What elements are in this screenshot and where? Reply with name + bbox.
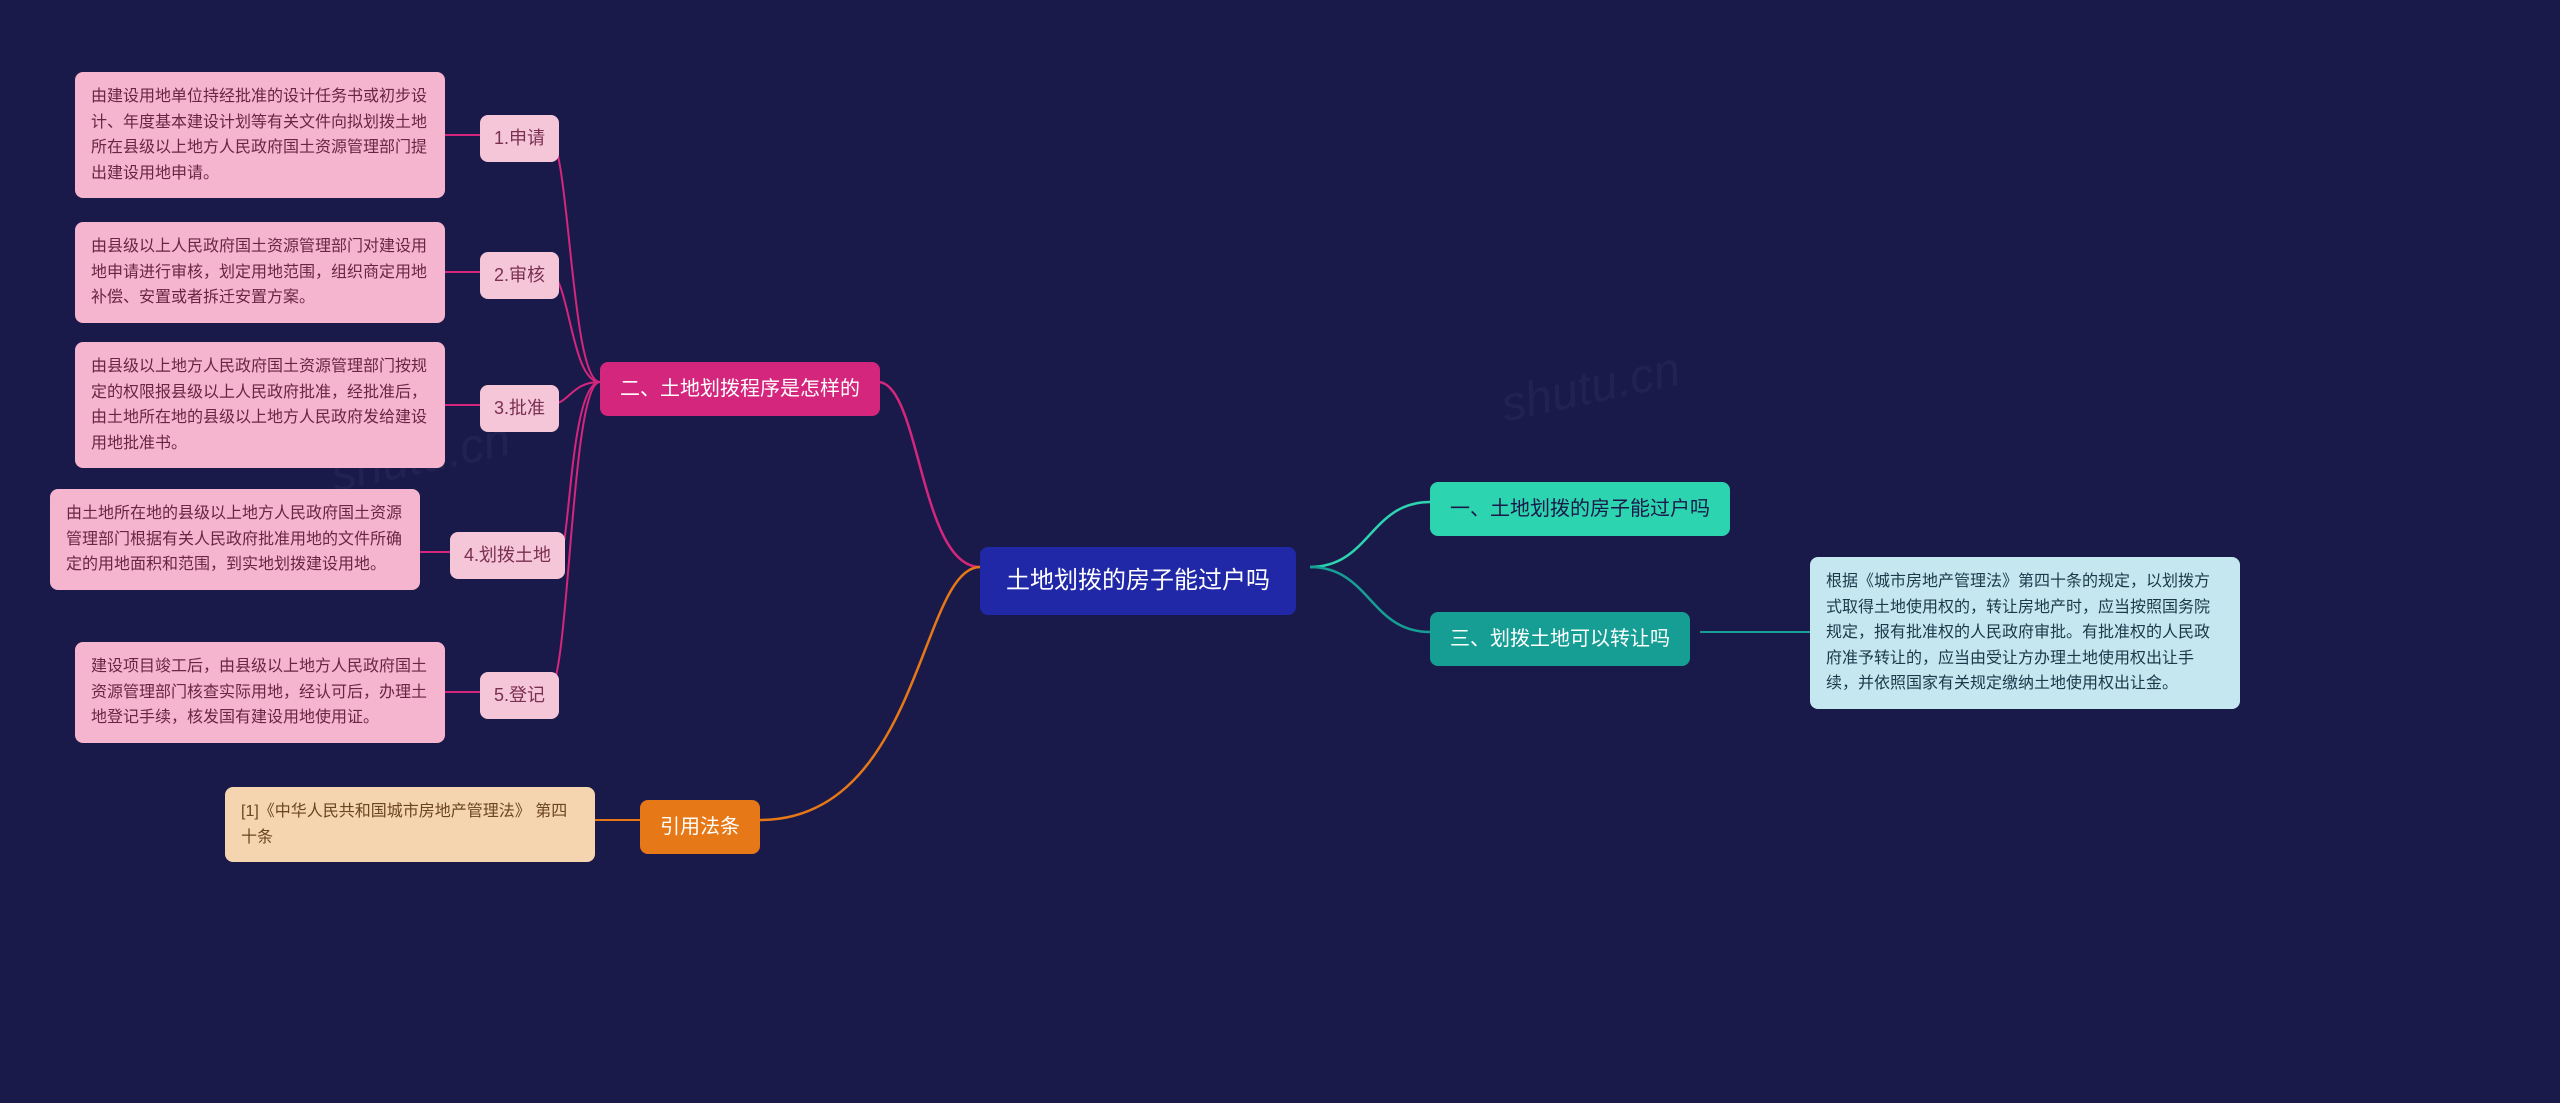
sub-3[interactable]: 3.批准 — [480, 385, 559, 432]
sub-1-leaf: 由建设用地单位持经批准的设计任务书或初步设计、年度基本建设计划等有关文件向拟划拨… — [75, 72, 445, 198]
sub-4-leaf: 由土地所在地的县级以上地方人民政府国土资源管理部门根据有关人民政府批准用地的文件… — [50, 489, 420, 590]
mindmap-center[interactable]: 土地划拨的房子能过户吗 — [980, 547, 1296, 615]
sub-2-leaf: 由县级以上人民政府国土资源管理部门对建设用地申请进行审核，划定用地范围，组织商定… — [75, 222, 445, 323]
branch-law[interactable]: 引用法条 — [640, 800, 760, 854]
branch-1[interactable]: 一、土地划拨的房子能过户吗 — [1430, 482, 1730, 536]
sub-5-leaf: 建设项目竣工后，由县级以上地方人民政府国土资源管理部门核查实际用地，经认可后，办… — [75, 642, 445, 743]
sub-5[interactable]: 5.登记 — [480, 672, 559, 719]
branch-3-leaf: 根据《城市房地产管理法》第四十条的规定，以划拨方式取得土地使用权的，转让房地产时… — [1810, 557, 2240, 709]
sub-4[interactable]: 4.划拨土地 — [450, 532, 565, 579]
watermark: shutu.cn — [1496, 342, 1685, 434]
branch-law-leaf: [1]《中华人民共和国城市房地产管理法》 第四十条 — [225, 787, 595, 862]
sub-1[interactable]: 1.申请 — [480, 115, 559, 162]
sub-3-leaf: 由县级以上地方人民政府国土资源管理部门按规定的权限报县级以上人民政府批准，经批准… — [75, 342, 445, 468]
sub-2[interactable]: 2.审核 — [480, 252, 559, 299]
branch-3[interactable]: 三、划拨土地可以转让吗 — [1430, 612, 1690, 666]
branch-2[interactable]: 二、土地划拨程序是怎样的 — [600, 362, 880, 416]
